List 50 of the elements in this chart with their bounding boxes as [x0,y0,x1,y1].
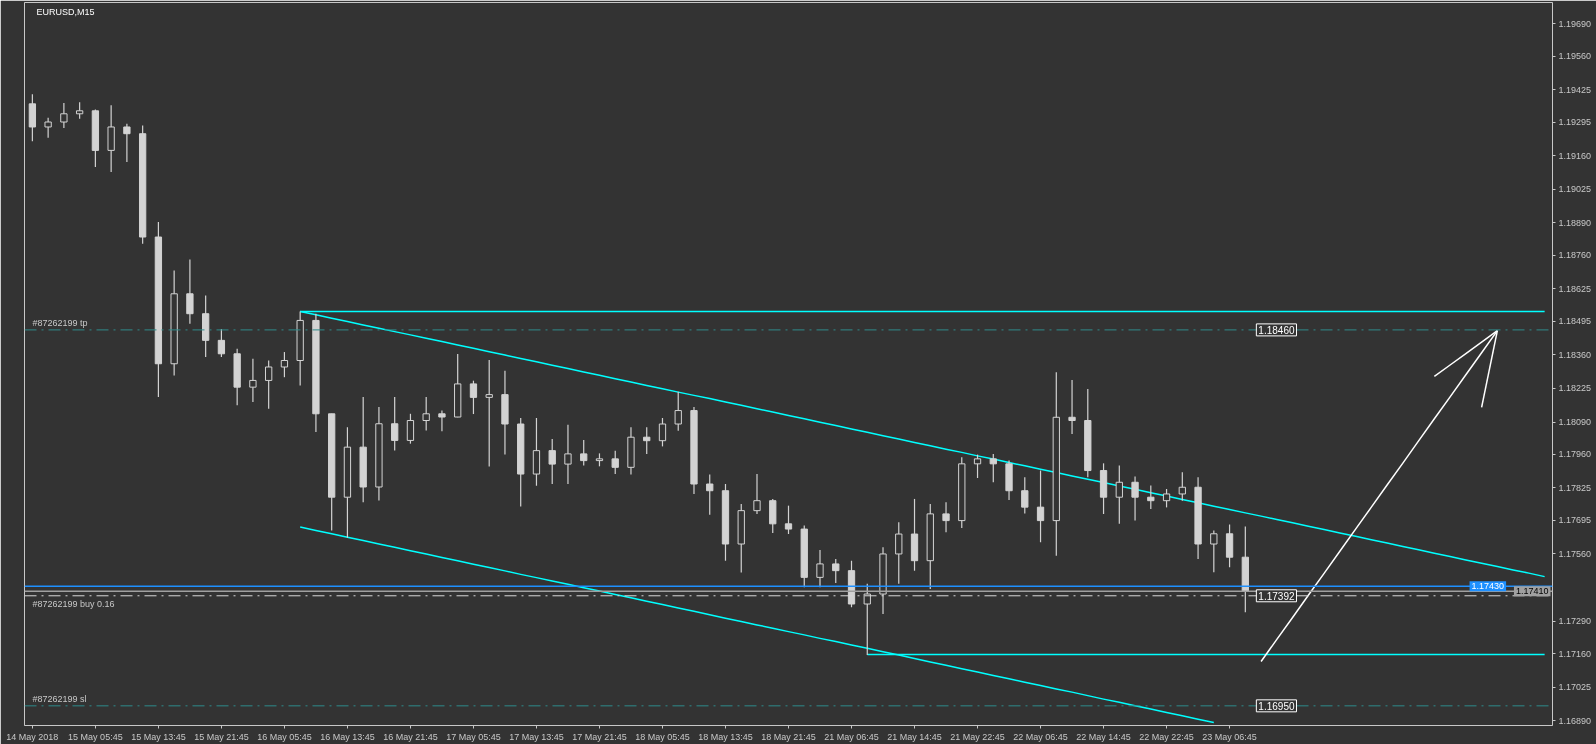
y-tick-label: 1.19690 [1558,18,1592,29]
x-tick-label: 17 May 21:45 [572,731,627,742]
x-tick-label: 18 May 05:45 [635,731,690,742]
ref-line-label: #87262199 sl [32,693,87,704]
x-tick-label: 15 May 13:45 [131,731,186,742]
y-tick-label: 1.18890 [1558,217,1592,228]
x-tick-label: 23 May 06:45 [1202,731,1257,742]
chart-title: EURUSD,M15 [36,6,95,17]
x-tick-label: 18 May 13:45 [698,731,753,742]
x-tick-label: 21 May 06:45 [824,731,879,742]
y-tick-label: 1.19560 [1558,51,1592,62]
ref-line-label: 1.17430 [1471,581,1505,592]
y-tick-label: 1.19160 [1558,150,1592,161]
y-tick-label: 1.17695 [1558,515,1592,526]
x-tick-label: 22 May 14:45 [1076,731,1131,742]
x-tick-label: 21 May 14:45 [887,731,942,742]
x-tick-label: 16 May 21:45 [383,731,438,742]
annotation: 1.17392 [1258,590,1295,602]
y-tick-label: 1.19295 [1558,117,1592,127]
ref-line-label: #87262199 buy 0.16 [32,598,115,609]
y-tick-label: 1.18760 [1558,250,1592,261]
y-tick-label: 1.18090 [1558,417,1592,428]
x-tick-label: 17 May 05:45 [446,731,501,742]
y-tick-label: 1.19425 [1558,84,1592,95]
y-tick-label: 1.18225 [1558,383,1592,394]
y-tick-label: 1.16890 [1558,715,1592,726]
x-tick-label: 14 May 2018 [6,731,59,742]
ref-line-label: #87262199 tp [32,317,88,328]
ref-line-label: 1.17410 [1515,586,1549,597]
y-tick-label: 1.17960 [1558,449,1592,460]
y-tick-label: 1.17025 [1558,682,1592,693]
y-tick-label: 1.18625 [1558,283,1592,294]
x-tick-label: 16 May 05:45 [257,731,312,742]
y-tick-label: 1.17160 [1558,648,1592,659]
x-tick-label: 22 May 22:45 [1139,731,1194,742]
y-tick-label: 1.18360 [1558,349,1592,360]
y-tick-label: 1.17825 [1558,482,1592,493]
y-tick-label: 1.18495 [1558,316,1592,327]
x-tick-label: 22 May 06:45 [1013,731,1068,742]
y-tick-label: 1.19025 [1558,184,1592,195]
annotation: 1.18460 [1258,324,1295,336]
x-tick-label: 17 May 13:45 [509,731,564,742]
x-tick-label: 16 May 13:45 [320,731,375,742]
y-tick-label: 1.17560 [1558,548,1592,559]
x-tick-label: 15 May 05:45 [68,731,123,742]
x-tick-label: 21 May 22:45 [950,731,1005,742]
x-tick-label: 18 May 21:45 [761,731,816,742]
y-tick-label: 1.17290 [1558,616,1592,627]
annotation: 1.16950 [1258,700,1295,712]
x-tick-label: 15 May 21:45 [194,731,249,742]
